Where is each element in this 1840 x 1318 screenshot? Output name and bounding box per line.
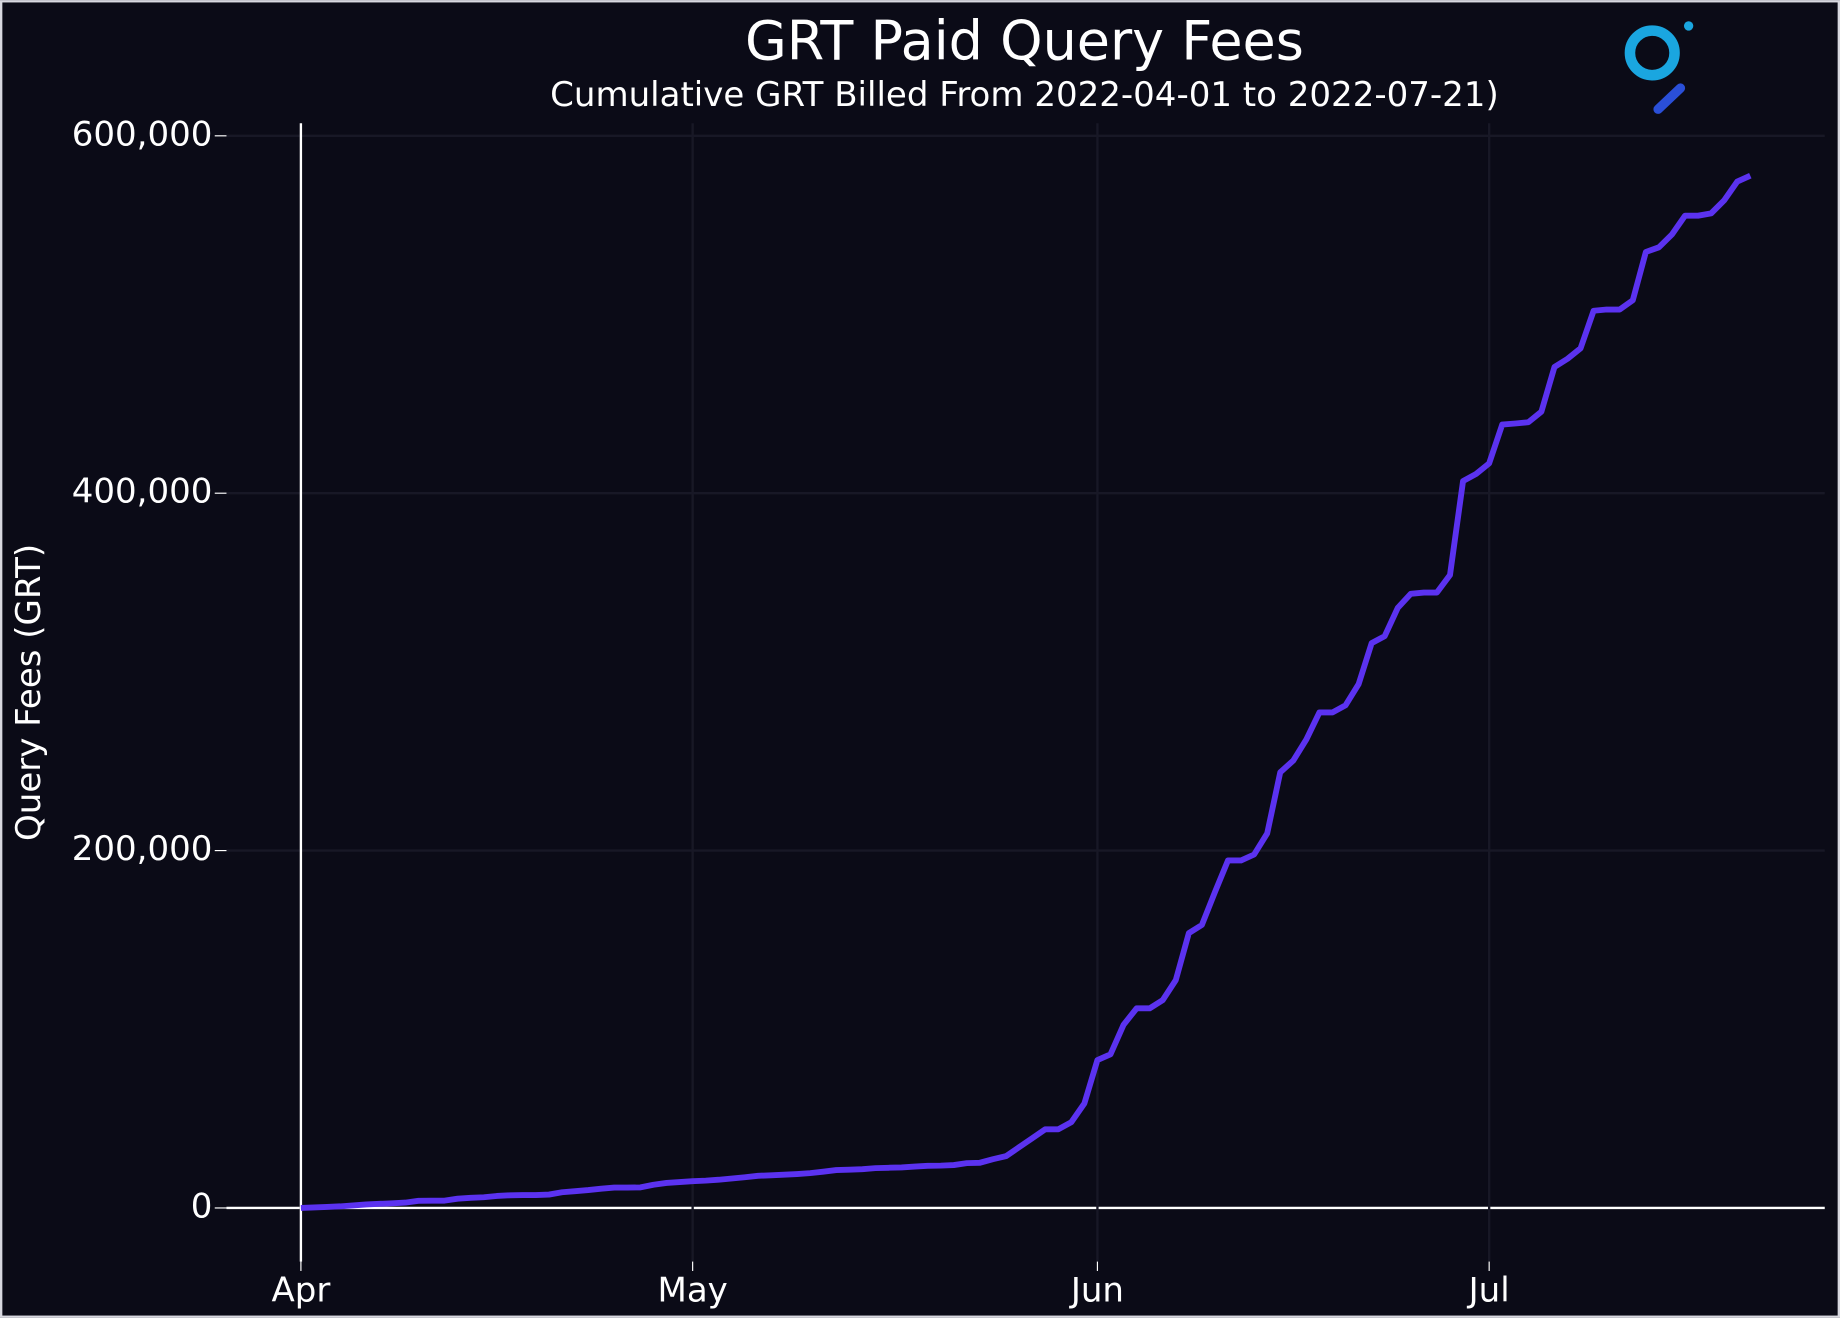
y-tick-label: 600,000 — [72, 114, 213, 154]
logo-dot — [1683, 21, 1694, 31]
data-line — [300, 172, 1752, 1211]
x-tick-label: Apr — [271, 1271, 330, 1311]
y-tick-label: 400,000 — [72, 472, 213, 512]
logo — [1624, 21, 1694, 114]
y-axis-title: Query Fees (GRT) — [9, 544, 49, 841]
x-tick-label: Jun — [1069, 1271, 1124, 1311]
chart-title: GRT Paid Query Fees — [745, 9, 1304, 72]
y-tick-label: 0 — [191, 1186, 213, 1226]
y-tick-label: 200,000 — [72, 829, 213, 869]
x-tick-label: May — [657, 1271, 727, 1311]
logo-ring — [1624, 25, 1680, 81]
logo-slash — [1653, 83, 1686, 114]
chart-subtitle: Cumulative GRT Billed From 2022-04-01 to… — [550, 75, 1499, 115]
x-tick-label: Jul — [1467, 1271, 1510, 1311]
